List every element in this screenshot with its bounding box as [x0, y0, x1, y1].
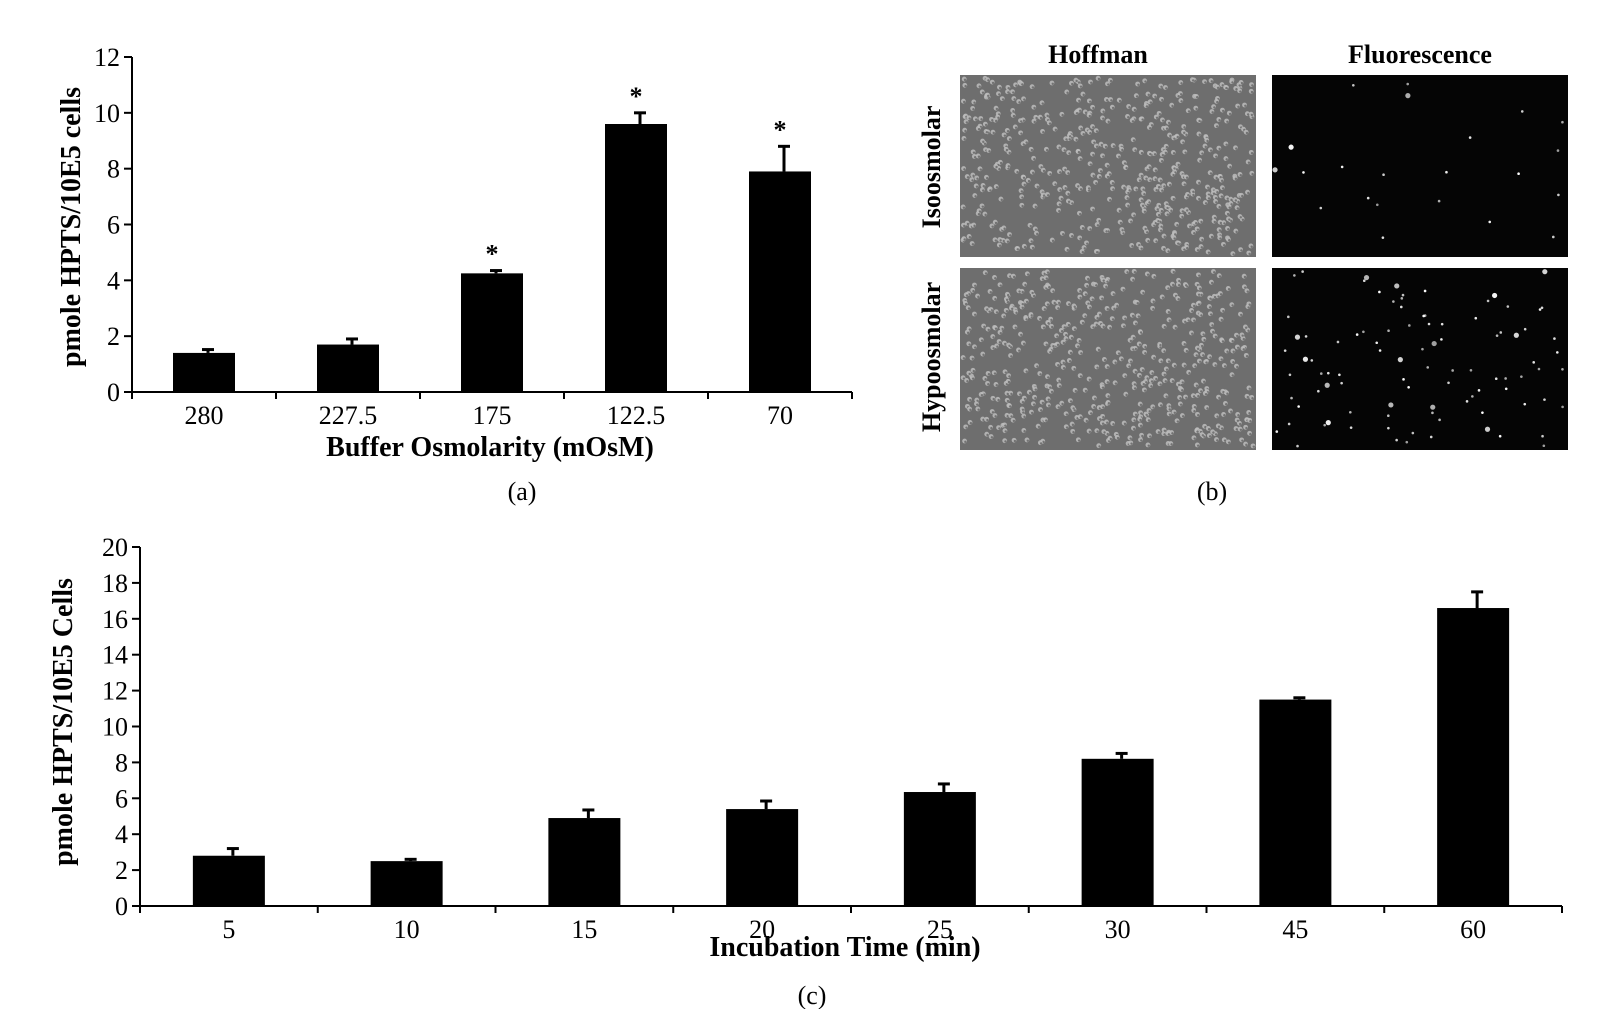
bar	[548, 818, 621, 906]
micrograph-panel-label: (b)	[1197, 477, 1227, 506]
micrograph-images	[960, 75, 1568, 450]
y-tick-label: 20	[102, 533, 128, 562]
y-tick-label: 0	[115, 892, 128, 921]
chart-c-panel-label: (c)	[798, 981, 827, 1009]
chart-c-ylabel: pmole HPTS/10E5 Cells	[48, 578, 79, 866]
chart-a-panel-label: (a)	[508, 477, 537, 506]
bar	[370, 861, 443, 906]
y-tick-label: 12	[94, 43, 120, 72]
y-tick-label: 8	[115, 748, 128, 777]
column-header-hoffman: Hoffman	[1048, 40, 1148, 69]
y-tick-label: 2	[115, 856, 128, 885]
bar	[1437, 608, 1510, 906]
bar	[1259, 699, 1332, 906]
x-tick-label: 175	[473, 401, 512, 430]
x-tick-label: 280	[185, 401, 224, 430]
y-tick-label: 4	[107, 266, 120, 295]
y-tick-label: 4	[115, 820, 128, 849]
bar	[903, 792, 976, 906]
chart-a-bars: * * *	[173, 82, 811, 392]
y-tick-label: 12	[102, 677, 128, 706]
x-tick-label: 60	[1460, 915, 1486, 944]
bar	[749, 171, 811, 392]
significance-marker: *	[486, 240, 499, 269]
y-tick-label: 18	[102, 569, 128, 598]
y-tick-label: 14	[102, 641, 128, 670]
y-tick-label: 2	[107, 322, 120, 351]
y-tick-label: 10	[94, 99, 120, 128]
bar	[173, 352, 235, 392]
significance-marker: *	[630, 82, 643, 111]
chart-a: * * * 0 2 4 6 8 10 12 280 227.5 175 122.5 70 Buffer O…	[56, 43, 853, 506]
micrograph-fluorescence-hypoosmolar	[1272, 268, 1568, 450]
x-tick-label: 20	[749, 915, 775, 944]
chart-c-axes: 0 2 4 6 8 10 12 14 16 18 20 5 10 15 20 25 30 45 60	[102, 533, 1563, 944]
chart-c-xlabel: Incubation Time (min)	[709, 932, 980, 963]
bar	[726, 809, 799, 906]
x-tick-label: 25	[927, 915, 953, 944]
row-label-isoosmolar: Isoosmolar	[917, 106, 946, 229]
micrograph-panel: Hoffman Fluorescence Isoosmolar Hypoosmo…	[917, 40, 1568, 506]
x-tick-label: 70	[767, 401, 793, 430]
chart-a-axes: 0 2 4 6 8 10 12 280 227.5 175 122.5 70	[94, 43, 853, 430]
x-tick-label: 227.5	[319, 401, 378, 430]
chart-c: 0 2 4 6 8 10 12 14 16 18 20 5 10 15 20 25 30 45 60 Incubat…	[48, 533, 1563, 1009]
y-tick-label: 6	[107, 211, 120, 240]
y-tick-label: 16	[102, 605, 128, 634]
micrograph-hoffman-isoosmolar	[960, 75, 1256, 257]
bar	[605, 124, 667, 392]
bar	[192, 855, 265, 906]
row-label-hypoosmolar: Hypoosmolar	[917, 282, 946, 432]
x-tick-label: 30	[1105, 915, 1131, 944]
x-tick-label: 15	[571, 915, 597, 944]
bar	[317, 344, 379, 392]
chart-c-bars	[192, 590, 1510, 906]
bar	[461, 273, 523, 392]
x-tick-label: 5	[222, 915, 235, 944]
y-tick-label: 0	[107, 378, 120, 407]
significance-marker: *	[774, 115, 787, 144]
x-tick-label: 10	[394, 915, 420, 944]
x-tick-label: 45	[1282, 915, 1308, 944]
column-header-fluorescence: Fluorescence	[1348, 40, 1492, 69]
chart-a-xlabel: Buffer Osmolarity (mOsM)	[326, 432, 654, 463]
bar	[1081, 758, 1154, 906]
y-tick-label: 8	[107, 155, 120, 184]
chart-a-ylabel: pmole HPTS/10E5 cells	[56, 87, 87, 367]
y-tick-label: 6	[115, 784, 128, 813]
y-tick-label: 10	[102, 713, 128, 742]
micrograph-fluorescence-isoosmolar	[1272, 75, 1568, 257]
x-tick-label: 122.5	[607, 401, 666, 430]
micrograph-hoffman-hypoosmolar	[960, 268, 1256, 450]
